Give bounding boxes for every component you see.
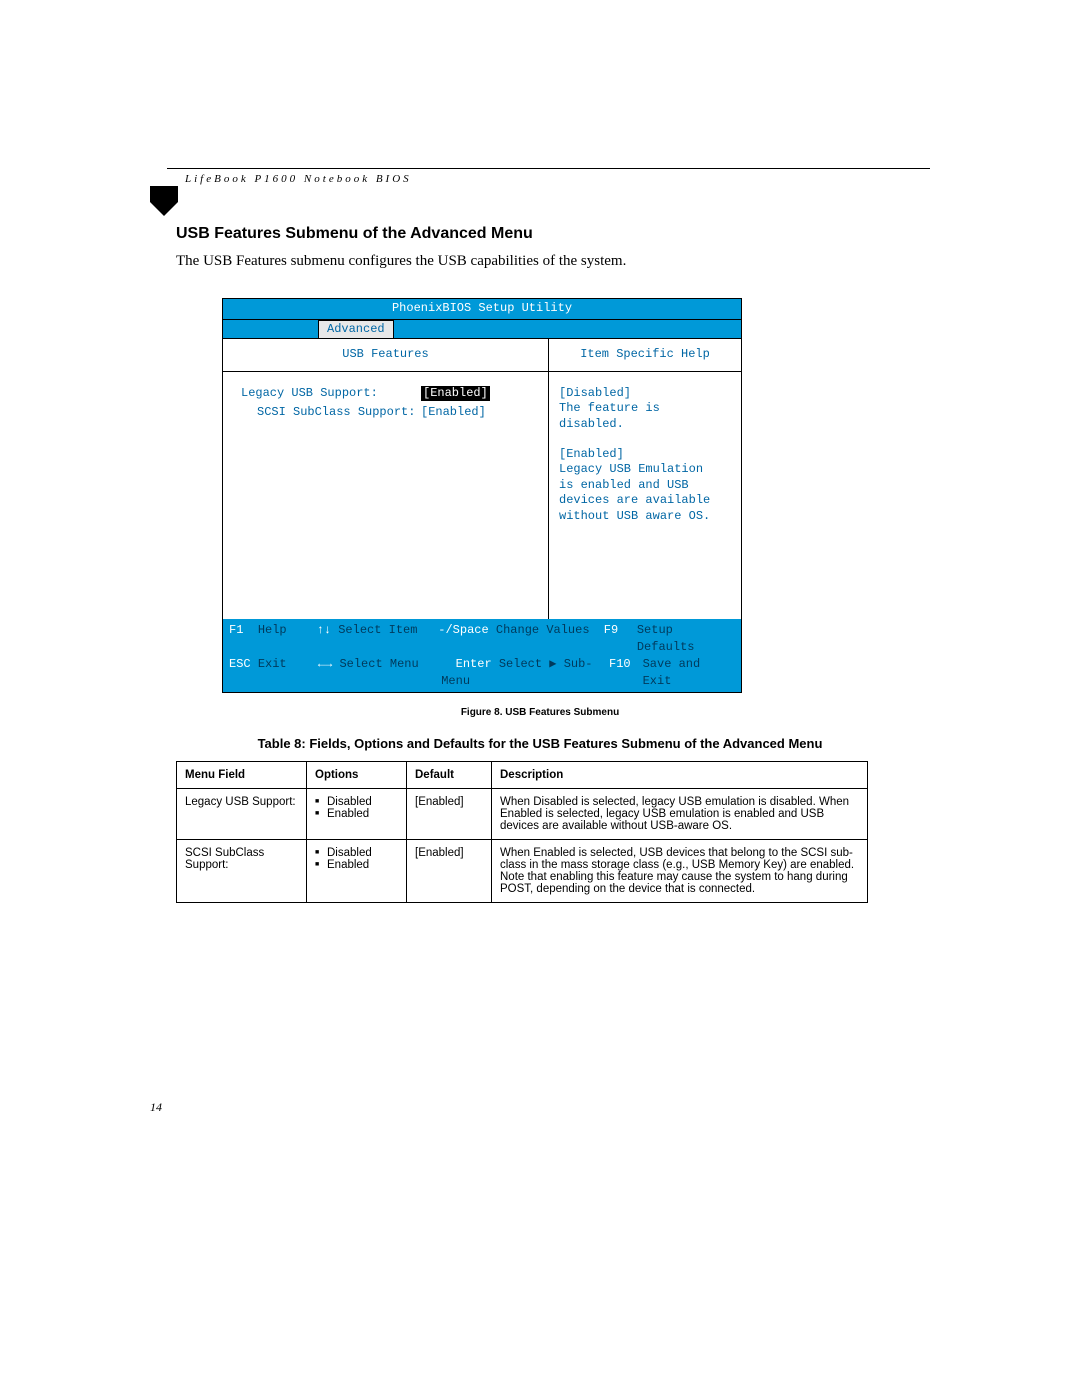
bios-key-label: Change Values — [496, 623, 590, 637]
table-header: Description — [492, 762, 868, 789]
table-header-row: Menu Field Options Default Description — [177, 762, 868, 789]
table-cell: [Enabled] — [407, 840, 492, 903]
table-cell: Legacy USB Support: — [177, 789, 307, 840]
bios-key-label: Save and Exit — [643, 656, 735, 690]
bios-setting-row[interactable]: Legacy USB Support: [Enabled] — [241, 386, 538, 402]
option-item: Disabled — [315, 796, 398, 808]
bios-key: F1 — [229, 623, 243, 637]
bios-key: ↑↓ — [317, 623, 331, 637]
bios-key-label: Exit — [258, 657, 287, 671]
bios-setting-label: SCSI SubClass Support: — [257, 405, 421, 421]
page-number: 14 — [150, 1100, 162, 1115]
options-table: Menu Field Options Default Description L… — [176, 761, 868, 903]
header-rule — [167, 168, 930, 169]
bios-setting-row[interactable]: SCSI SubClass Support: [Enabled] — [241, 405, 538, 421]
bios-screenshot: PhoenixBIOS Setup Utility Advanced USB F… — [222, 298, 742, 693]
table-header: Menu Field — [177, 762, 307, 789]
bios-key-label: Setup Defaults — [637, 622, 735, 656]
bios-help-line: Legacy USB Emulation — [559, 462, 731, 478]
bios-title: PhoenixBIOS Setup Utility — [223, 299, 741, 320]
bios-left-title: USB Features — [223, 339, 548, 372]
bios-key-label: Select Item — [338, 623, 417, 637]
table-cell: When Enabled is selected, USB devices th… — [492, 840, 868, 903]
option-item: Enabled — [315, 859, 398, 871]
table-cell: Disabled Enabled — [307, 840, 407, 903]
bios-setting-value: [Enabled] — [421, 405, 486, 421]
bios-setting-value: [Enabled] — [421, 386, 490, 402]
section-heading: USB Features Submenu of the Advanced Men… — [176, 225, 930, 243]
bios-key: F9 — [604, 622, 637, 656]
bios-setting-label: Legacy USB Support: — [241, 386, 421, 402]
bios-key: F10 — [609, 656, 643, 690]
table-row: Legacy USB Support: Disabled Enabled [En… — [177, 789, 868, 840]
bios-key: Enter — [456, 657, 492, 671]
option-item: Enabled — [315, 808, 398, 820]
bios-help-line: without USB aware OS. — [559, 509, 731, 525]
bios-key-label: Select Menu — [339, 657, 418, 671]
bios-menubar: Advanced — [223, 320, 741, 340]
table-cell: [Enabled] — [407, 789, 492, 840]
bios-key: ←→ — [318, 657, 332, 671]
bios-help-line: The feature is disabled. — [559, 401, 731, 432]
table-row: SCSI SubClass Support: Disabled Enabled … — [177, 840, 868, 903]
running-header: LifeBook P1600 Notebook BIOS — [185, 173, 930, 185]
bios-key: -/Space — [438, 623, 488, 637]
table-cell: Disabled Enabled — [307, 789, 407, 840]
table-header: Options — [307, 762, 407, 789]
bios-help-line: [Enabled] — [559, 447, 731, 463]
bios-footer: F1 Help ↑↓ Select Item -/Space Change Va… — [223, 619, 741, 692]
bios-help-line: is enabled and USB — [559, 478, 731, 494]
bios-key-label: Help — [258, 623, 287, 637]
option-item: Disabled — [315, 847, 398, 859]
table-cell: SCSI SubClass Support: — [177, 840, 307, 903]
table-cell: When Disabled is selected, legacy USB em… — [492, 789, 868, 840]
bios-help-line: [Disabled] — [559, 386, 731, 402]
table-caption: Table 8: Fields, Options and Defaults fo… — [176, 736, 904, 751]
bios-tab-advanced[interactable]: Advanced — [318, 320, 394, 339]
bios-help-line: devices are available — [559, 493, 731, 509]
bios-help-panel: Item Specific Help [Disabled] The featur… — [549, 339, 741, 619]
table-header: Default — [407, 762, 492, 789]
bios-left-panel: USB Features Legacy USB Support: [Enable… — [223, 339, 549, 619]
bios-key: ESC — [229, 657, 251, 671]
figure-caption: Figure 8. USB Features Submenu — [150, 707, 930, 718]
intro-text: The USB Features submenu configures the … — [176, 253, 930, 270]
bios-help-title: Item Specific Help — [549, 339, 741, 372]
